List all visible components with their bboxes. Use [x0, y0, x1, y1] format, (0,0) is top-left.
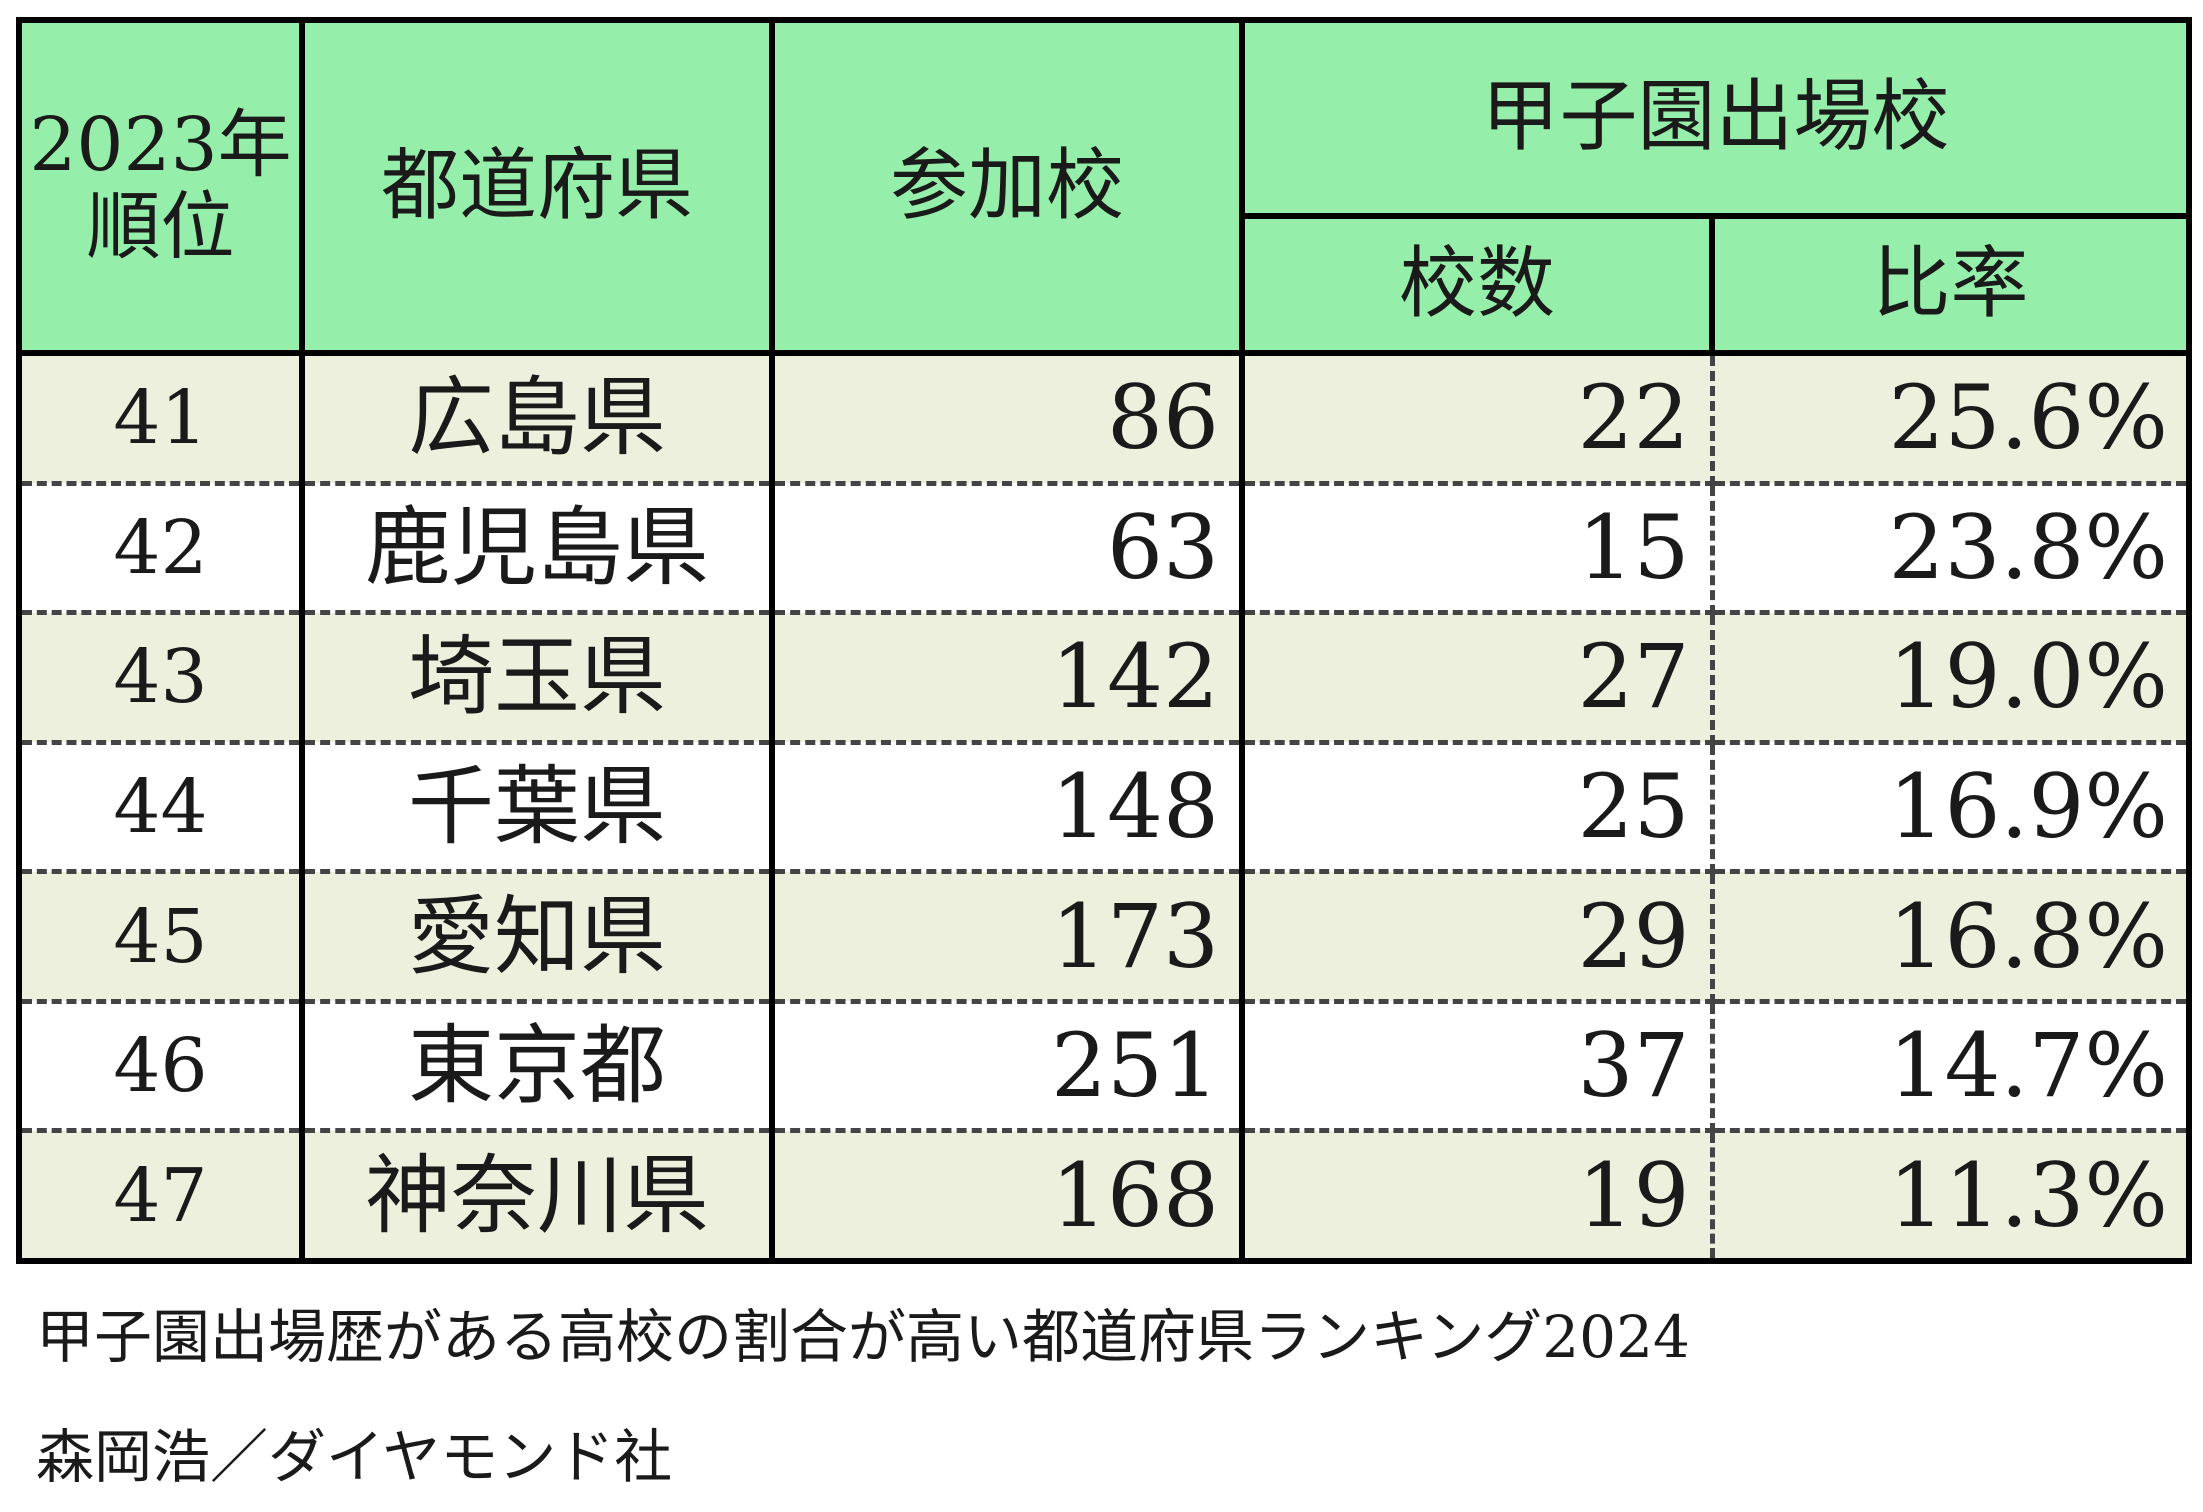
header-koshien-group: 甲子園出場校 [1238, 17, 2193, 219]
participants-cell: 148 [769, 742, 1245, 875]
participants-cell: 168 [769, 1130, 1245, 1265]
participants-cell: 173 [769, 871, 1245, 1004]
header-rank-line1: 2023年 [29, 102, 292, 189]
schools-cell: 15 [1239, 483, 1715, 616]
prefecture-cell: 愛知県 [299, 871, 775, 1004]
ratio-cell: 16.8% [1709, 871, 2193, 1004]
schools-cell: 19 [1239, 1130, 1715, 1265]
participants-cell: 86 [769, 353, 1245, 486]
prefecture-cell: 埼玉県 [299, 612, 775, 745]
rank-cell: 43 [16, 612, 305, 745]
schools-cell: 25 [1239, 742, 1715, 875]
ratio-cell: 14.7% [1709, 1001, 2193, 1134]
rank-cell: 47 [16, 1130, 305, 1265]
header-prefecture: 都道府県 [299, 17, 775, 356]
header-rank: 2023年 順位 [16, 17, 305, 356]
table-body: 41 広島県 86 22 25.6% 42 鹿児島県 63 15 23.8% 43 埼玉県 142 27 1… [16, 353, 2193, 1265]
table-row: 44 千葉県 148 25 16.9% [16, 742, 2193, 875]
ratio-cell: 25.6% [1709, 353, 2193, 486]
rank-cell: 42 [16, 483, 305, 616]
ratio-cell: 11.3% [1709, 1130, 2193, 1265]
rank-cell: 45 [16, 871, 305, 1004]
header-ratio: 比率 [1709, 213, 2193, 356]
prefecture-cell: 東京都 [299, 1001, 775, 1134]
header-participants: 参加校 [769, 17, 1245, 356]
table-row: 45 愛知県 173 29 16.8% [16, 871, 2193, 1004]
table-row: 47 神奈川県 168 19 11.3% [16, 1130, 2193, 1265]
header-rank-line2: 順位 [86, 183, 235, 270]
participants-cell: 251 [769, 1001, 1245, 1134]
schools-cell: 29 [1239, 871, 1715, 1004]
prefecture-cell: 広島県 [299, 353, 775, 486]
header-schools: 校数 [1239, 213, 1715, 356]
schools-cell: 37 [1239, 1001, 1715, 1134]
schools-cell: 27 [1239, 612, 1715, 745]
table-row: 46 東京都 251 37 14.7% [16, 1001, 2193, 1134]
chart-credit: 森岡浩／ダイヤモンド社 [36, 1423, 673, 1491]
chart-title: 甲子園出場歴がある高校の割合が高い都道府県ランキング2024 [36, 1303, 1690, 1371]
rank-cell: 41 [16, 353, 305, 486]
rank-cell: 44 [16, 742, 305, 875]
ranking-table: 2023年 順位 都道府県 参加校 甲子園出場校 校数 比率 41 広島県 86 22… [16, 17, 2193, 1265]
schools-cell: 22 [1239, 353, 1715, 486]
ratio-cell: 16.9% [1709, 742, 2193, 875]
ratio-cell: 19.0% [1709, 612, 2193, 745]
participants-cell: 63 [769, 483, 1245, 616]
ratio-cell: 23.8% [1709, 483, 2193, 616]
table-row: 43 埼玉県 142 27 19.0% [16, 612, 2193, 745]
prefecture-cell: 千葉県 [299, 742, 775, 875]
participants-cell: 142 [769, 612, 1245, 745]
prefecture-cell: 鹿児島県 [299, 483, 775, 616]
rank-cell: 46 [16, 1001, 305, 1134]
table-row: 42 鹿児島県 63 15 23.8% [16, 483, 2193, 616]
table-row: 41 広島県 86 22 25.6% [16, 353, 2193, 486]
prefecture-cell: 神奈川県 [299, 1130, 775, 1265]
